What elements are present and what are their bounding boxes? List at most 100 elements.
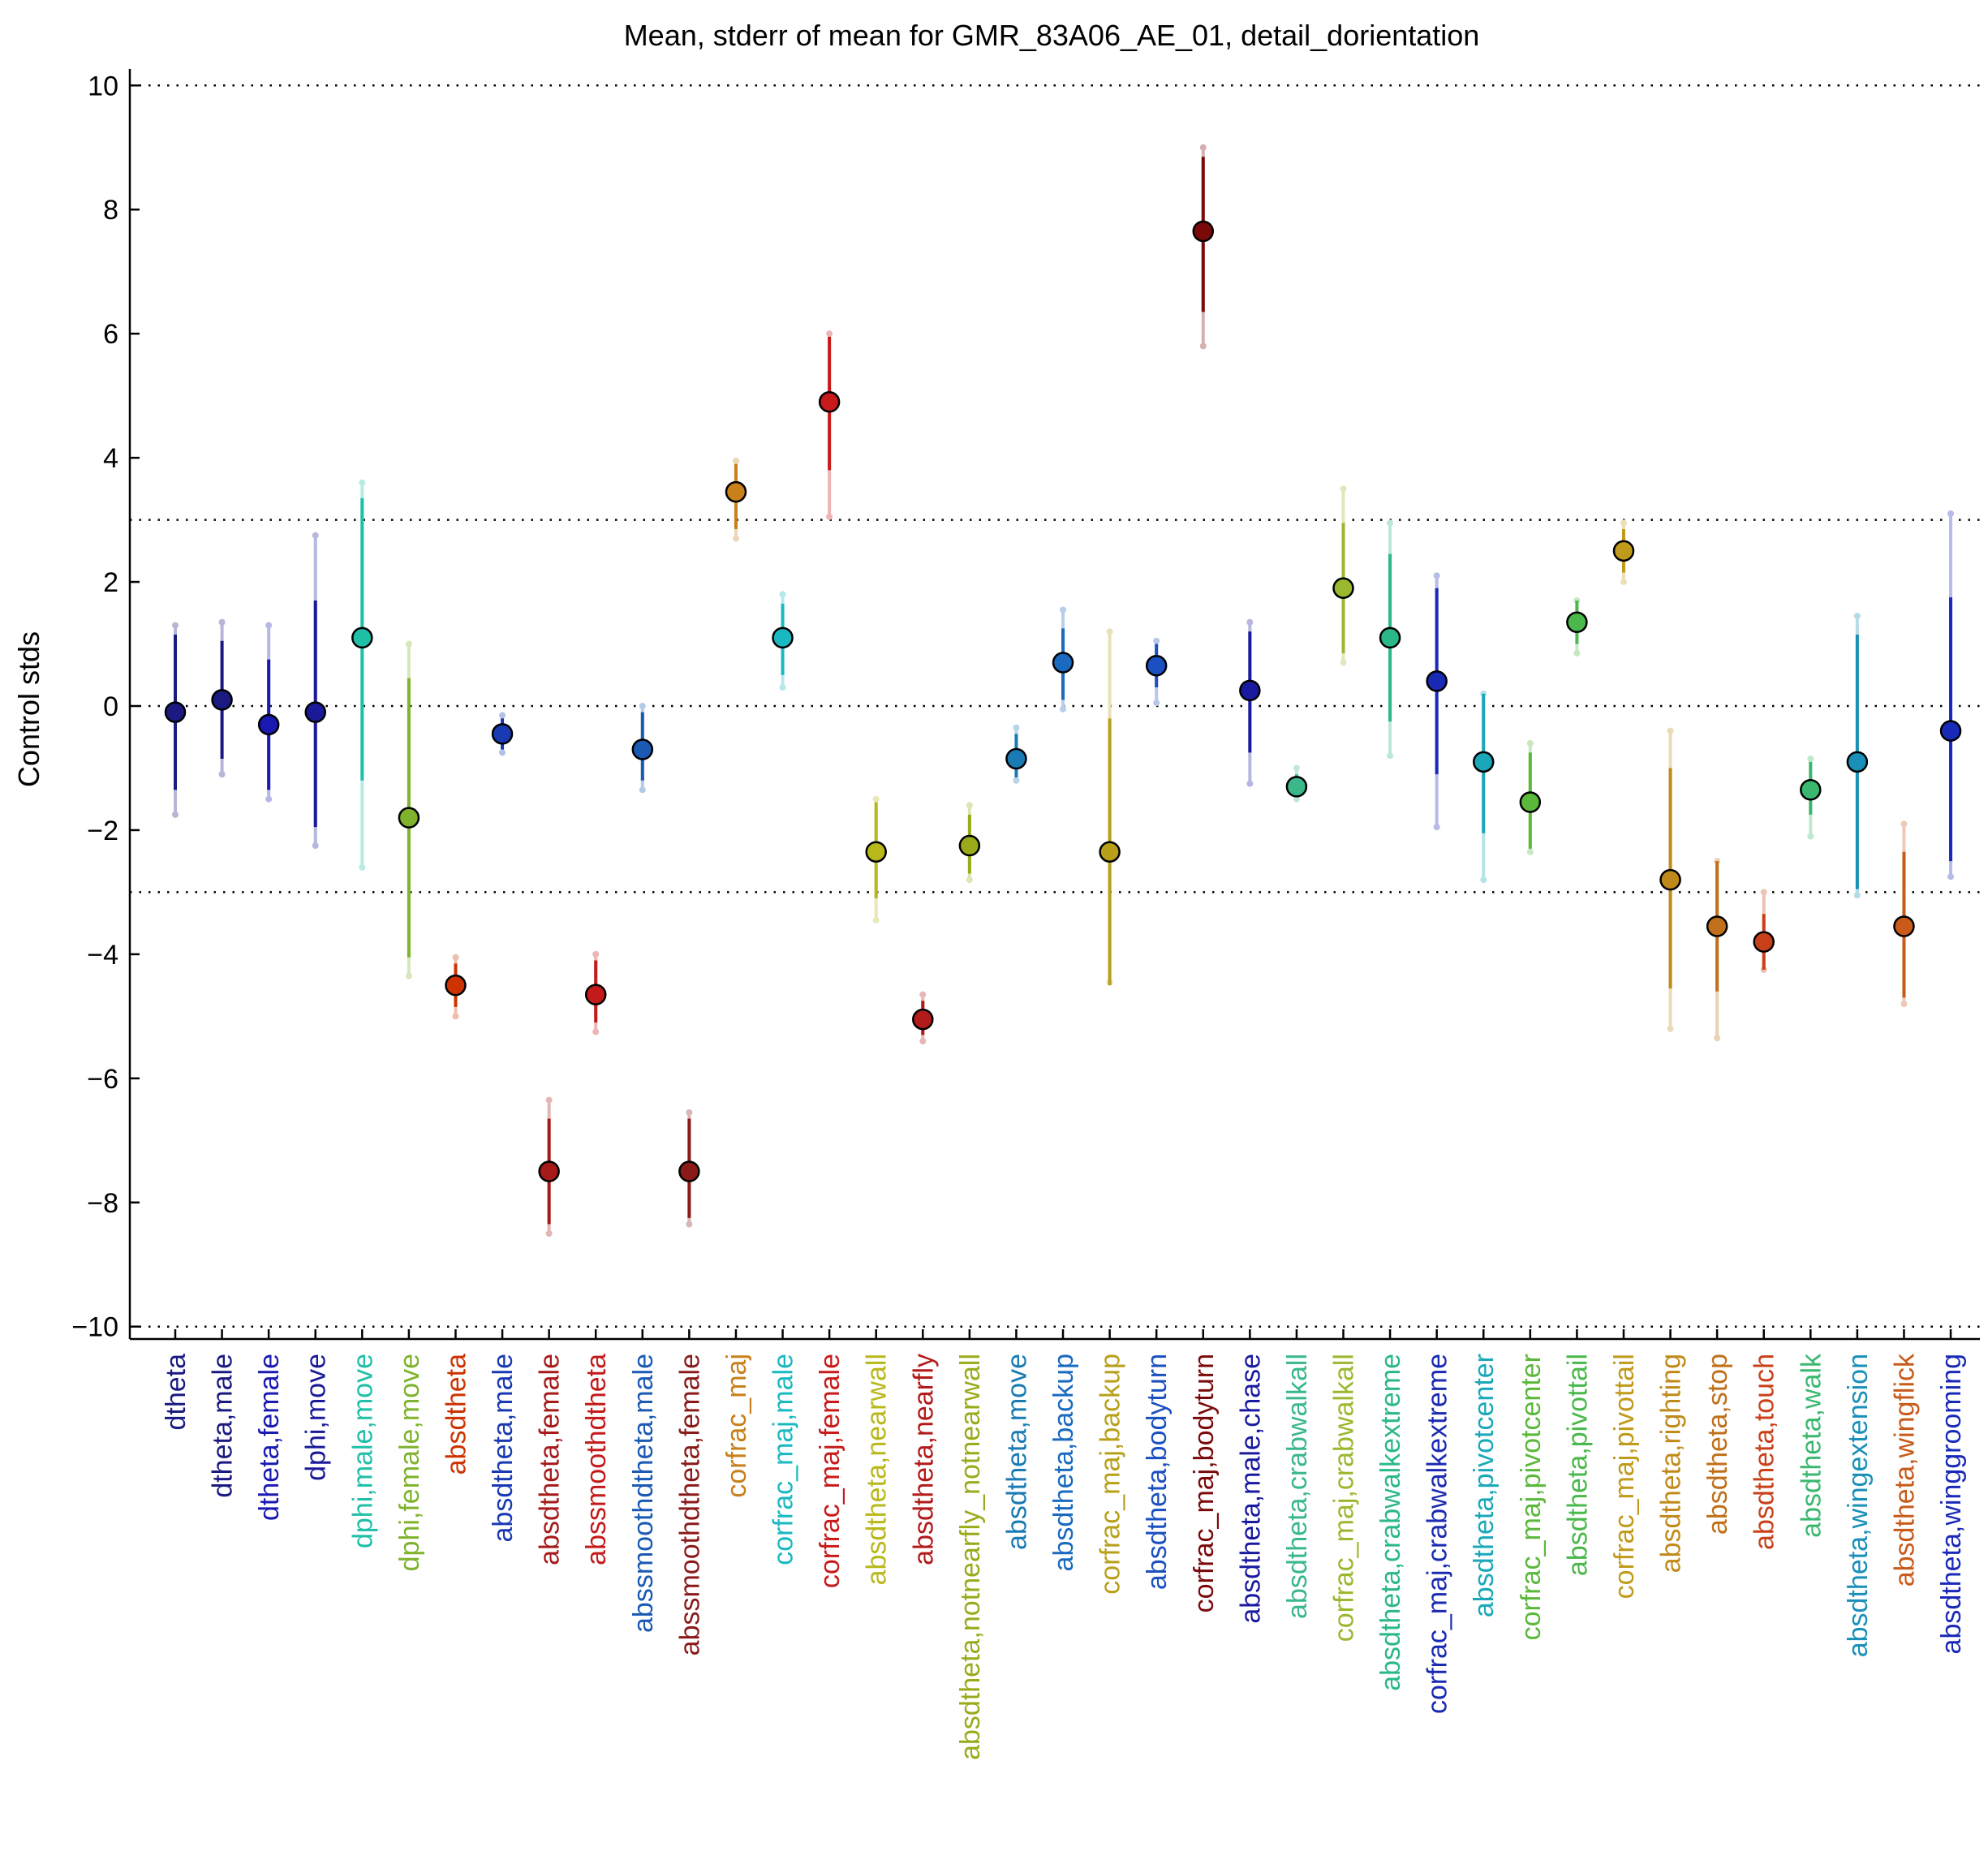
mean-marker — [1519, 791, 1542, 813]
x-tick-label: absdtheta,pivotcenter — [1469, 1354, 1500, 1617]
std-cap-low — [919, 1037, 927, 1044]
x-tick-label: corfrac_maj,backup — [1095, 1354, 1126, 1595]
x-tick-label: corfrac_maj,crabwalkextreme — [1422, 1354, 1453, 1714]
data-point-group — [1379, 519, 1401, 760]
std-cap-high — [359, 479, 366, 486]
std-cap-high — [1060, 606, 1067, 614]
mean-marker — [1192, 220, 1215, 243]
std-cap-low — [1433, 824, 1440, 831]
std-cap-high — [826, 330, 833, 338]
data-point-group — [725, 457, 747, 542]
y-tick-label: 4 — [103, 443, 118, 474]
x-tick-label: dphi,male,move — [347, 1354, 378, 1548]
x-tick-label: corfrac_maj — [721, 1354, 752, 1498]
std-cap-high — [405, 640, 412, 648]
std-cap-low — [452, 1013, 459, 1020]
y-tick-label: −2 — [87, 816, 118, 846]
data-point-group — [1612, 519, 1635, 586]
std-cap-low — [1620, 579, 1627, 586]
mean-marker — [1939, 720, 1962, 742]
mean-marker — [1893, 915, 1915, 937]
x-tick-label: dtheta — [161, 1354, 191, 1431]
std-cap-high — [872, 795, 880, 803]
mean-marker — [1379, 626, 1401, 649]
std-cap-low — [1153, 700, 1160, 707]
data-point-group — [1800, 756, 1822, 840]
std-cap-high — [592, 950, 600, 958]
mean-marker — [725, 480, 747, 503]
data-point-group — [304, 532, 326, 850]
std-cap-high — [639, 703, 646, 709]
data-point-group — [1239, 618, 1261, 787]
mean-marker — [1332, 577, 1354, 599]
x-tick-label: absdtheta,walk — [1796, 1353, 1827, 1538]
data-point-group — [958, 802, 981, 884]
x-tick-label: absdtheta — [441, 1354, 471, 1475]
std-cap-high — [1013, 724, 1020, 731]
std-cap-low — [1387, 752, 1394, 760]
data-point-group — [398, 640, 420, 980]
x-tick-label: absdtheta,pivottail — [1562, 1354, 1593, 1576]
data-point-group — [1659, 727, 1681, 1032]
data-point-group — [1519, 739, 1542, 855]
data-point-group — [1706, 858, 1728, 1042]
axes — [128, 69, 1980, 1341]
mean-marker — [1659, 868, 1681, 891]
data-point-group — [1846, 613, 1869, 899]
x-tick-label: dtheta,female — [254, 1354, 285, 1521]
y-ticks: 10 8 6 4 2 0 −2 −4 −6 −8 −10 — [71, 71, 140, 1343]
x-tick-label: absdtheta,bodyturn — [1142, 1354, 1173, 1590]
mean-marker — [1753, 931, 1775, 953]
std-cap-low — [1526, 848, 1534, 855]
std-cap-high — [499, 712, 506, 719]
x-tick-label: absdtheta,male — [488, 1354, 519, 1543]
mean-marker — [1472, 751, 1495, 773]
data-point-group — [1566, 597, 1588, 657]
x-tick-label: absdtheta,crabwalkextreme — [1375, 1354, 1406, 1691]
mean-marker — [678, 1160, 700, 1182]
y-tick-label: 6 — [103, 319, 118, 350]
std-cap-high — [545, 1096, 553, 1104]
x-tick-label: dtheta,male — [208, 1354, 239, 1498]
y-tick-label: −10 — [71, 1312, 118, 1343]
std-cap-high — [1387, 519, 1394, 527]
std-cap-low — [1947, 873, 1955, 880]
x-ticks: dtheta dtheta,male dtheta,female dphi,move d… — [161, 1329, 1967, 1760]
data-points — [164, 144, 1962, 1237]
mean-marker — [818, 391, 841, 413]
x-tick-label: abssmoothdtheta,male — [628, 1354, 659, 1633]
mean-marker — [1846, 751, 1869, 773]
std-cap-high — [218, 618, 226, 626]
x-tick-label: corfrac_maj,pivotcenter — [1516, 1354, 1547, 1640]
std-cap-low — [779, 684, 786, 691]
mean-marker — [491, 723, 514, 745]
std-cap-low — [826, 513, 833, 520]
std-cap-low — [1293, 795, 1300, 803]
x-tick-label: corfrac_maj,crabwalkall — [1329, 1354, 1360, 1642]
data-point-group — [1099, 628, 1121, 986]
data-point-group — [1192, 144, 1215, 350]
std-cap-high — [1620, 519, 1627, 527]
x-tick-label: abssmoothdtheta — [581, 1354, 612, 1565]
x-tick-label: dphi,move — [301, 1354, 332, 1481]
y-tick-label: 8 — [103, 195, 118, 226]
chart-title: Mean, stderr of mean for GMR_83A06_AE_01… — [624, 19, 1480, 52]
mean-marker — [1285, 776, 1308, 798]
std-cap-high — [732, 457, 739, 464]
std-cap-high — [1340, 485, 1347, 493]
x-tick-label: absdtheta,stop — [1702, 1354, 1733, 1535]
mean-marker — [1800, 778, 1822, 801]
data-point-group — [818, 330, 841, 520]
std-cap-high — [1807, 756, 1814, 762]
std-cap-low — [1853, 892, 1861, 899]
data-point-group — [491, 712, 514, 756]
mean-marker — [631, 738, 654, 760]
x-tick-label: abssmoothdtheta,female — [674, 1354, 705, 1655]
mean-marker — [304, 701, 326, 723]
std-cap-low — [172, 811, 179, 818]
data-point-group — [257, 622, 280, 803]
std-cap-low — [966, 876, 973, 884]
y-tick-label: 10 — [88, 71, 118, 101]
std-cap-high — [1900, 820, 1908, 828]
